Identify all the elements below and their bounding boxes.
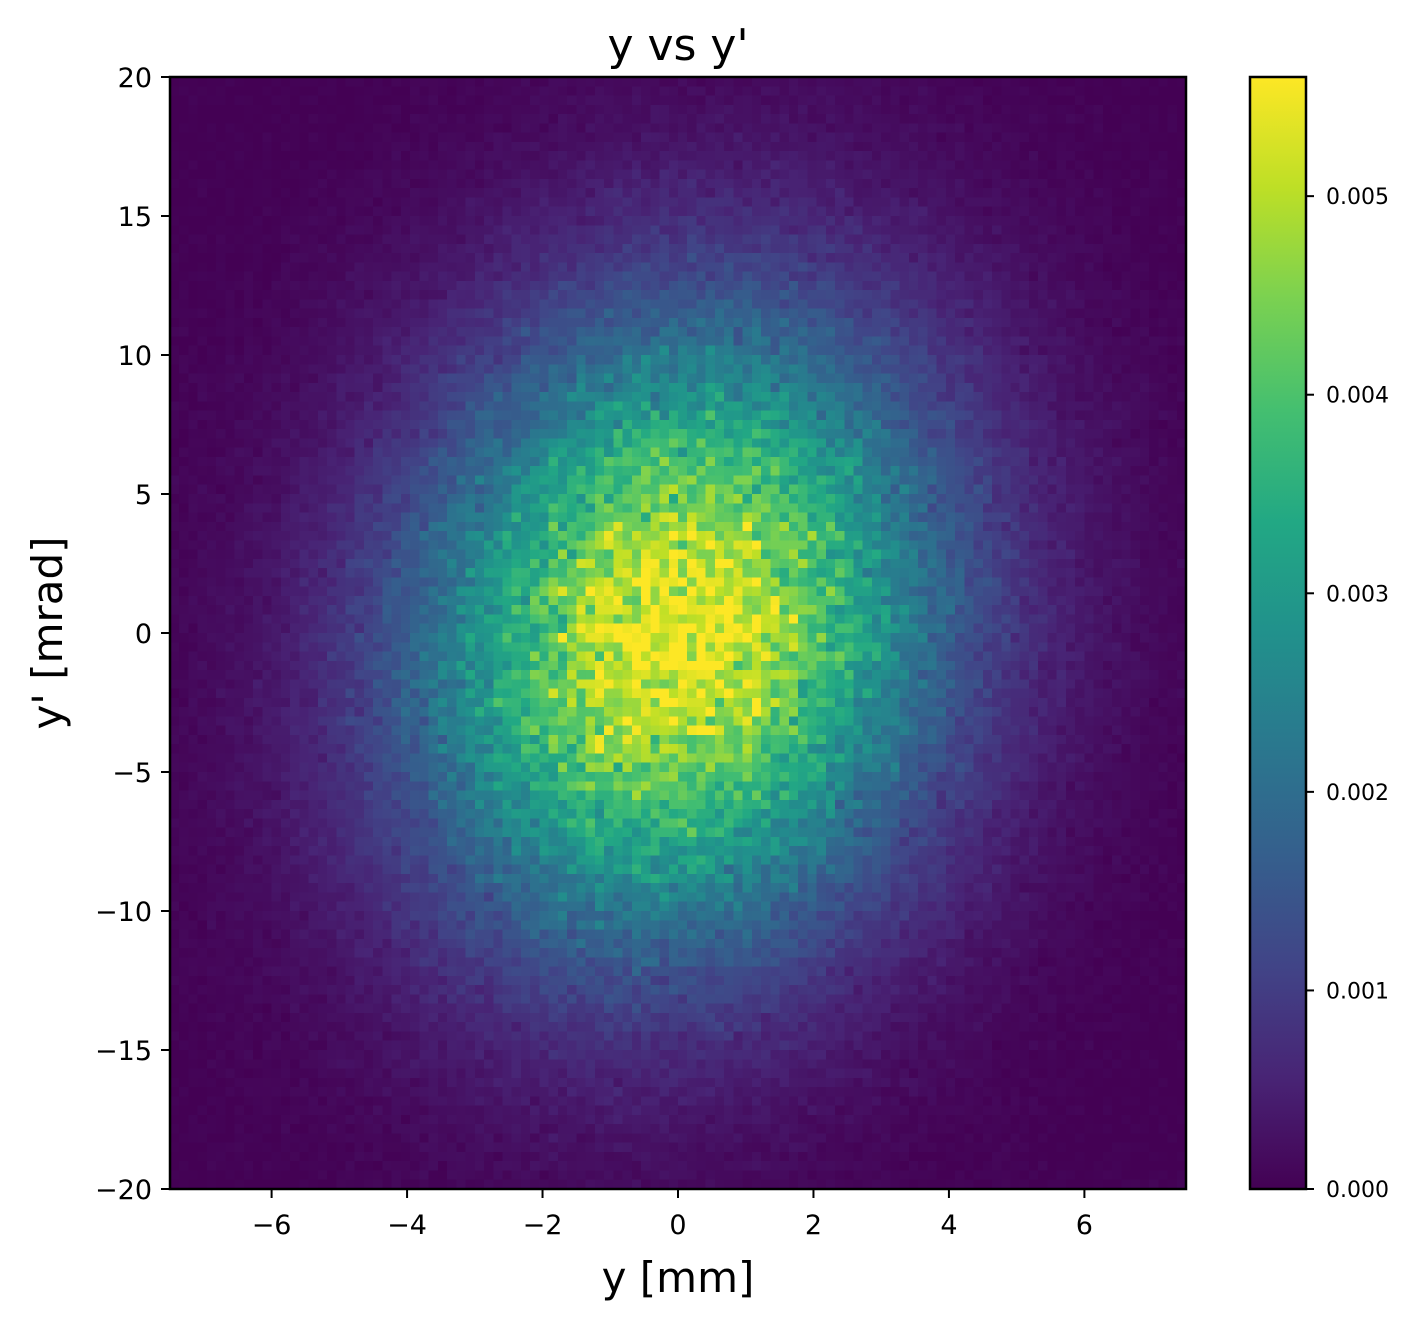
y-tick-label: −10 — [95, 897, 152, 928]
plot-area — [168, 75, 1188, 1191]
x-tick-label: −6 — [252, 1210, 292, 1241]
y-axis-label: y' [mrad] — [23, 536, 72, 729]
x-tick-label: 2 — [805, 1210, 822, 1241]
y-tick-label: 15 — [118, 202, 152, 233]
colorbar-tick-label: 0.001 — [1326, 979, 1389, 1004]
x-tick-label: 6 — [1076, 1210, 1093, 1241]
colorbar: 0.000 0.001 0.002 0.003 0.004 0.005 — [1248, 75, 1389, 1203]
y-axis: −20 −15 −10 −5 0 5 10 15 20 — [95, 63, 170, 1206]
colorbar-tick-label: 0.000 — [1326, 1178, 1389, 1203]
colorbar-ticks: 0.000 0.001 0.002 0.003 0.004 0.005 — [1306, 185, 1389, 1203]
y-tick-label: −15 — [95, 1036, 152, 1067]
y-tick-label: −5 — [112, 758, 152, 789]
y-tick-label: 10 — [118, 341, 152, 372]
colorbar-frame — [1248, 75, 1308, 1191]
x-axis: −6 −4 −2 0 2 4 6 — [252, 1189, 1093, 1241]
y-tick-label: 20 — [118, 63, 152, 94]
colorbar-tick-label: 0.005 — [1326, 185, 1389, 210]
colorbar-tick-label: 0.003 — [1326, 582, 1389, 607]
colorbar-tick-label: 0.002 — [1326, 781, 1389, 806]
x-axis-label: y [mm] — [602, 1253, 755, 1302]
y-tick-label: 5 — [135, 480, 152, 511]
y-tick-label: −20 — [95, 1175, 152, 1206]
chart-title: y vs y' — [607, 20, 748, 71]
x-tick-label: −2 — [523, 1210, 563, 1241]
colorbar-tick-label: 0.004 — [1326, 384, 1389, 409]
colorbar-gradient — [1250, 77, 1306, 1189]
heatmap — [170, 77, 1186, 1189]
y-tick-label: 0 — [135, 619, 152, 650]
x-tick-label: −4 — [387, 1210, 427, 1241]
x-tick-label: 0 — [669, 1210, 686, 1241]
x-tick-label: 4 — [940, 1210, 957, 1241]
